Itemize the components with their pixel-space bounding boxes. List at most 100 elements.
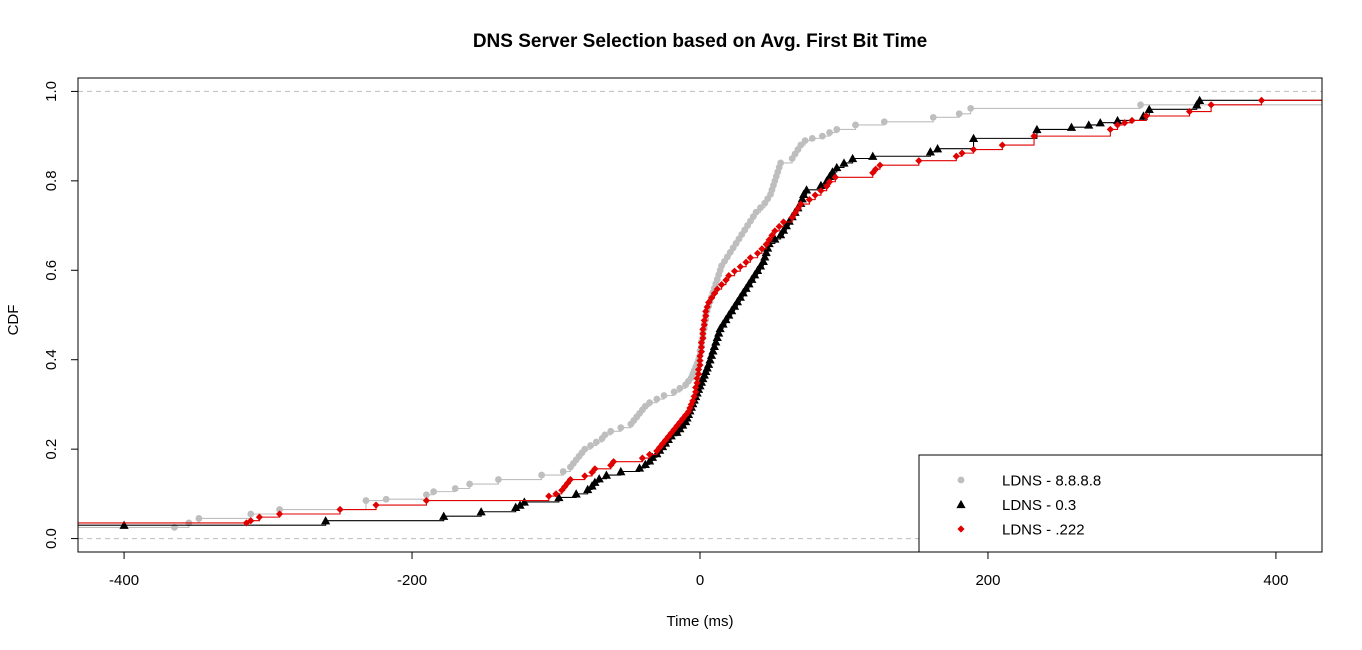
data-point xyxy=(823,182,831,190)
data-point xyxy=(925,147,935,156)
data-point xyxy=(679,415,687,423)
data-point xyxy=(690,392,698,400)
data-point xyxy=(710,289,718,298)
data-point xyxy=(708,346,718,355)
data-point xyxy=(699,334,707,342)
data-point xyxy=(423,491,430,499)
data-point xyxy=(1032,124,1042,134)
x-axis-label: Time (ms) xyxy=(667,613,734,630)
data-point xyxy=(581,472,589,480)
data-point xyxy=(646,399,654,407)
data-point xyxy=(362,497,370,504)
data-point xyxy=(801,137,809,145)
data-point xyxy=(969,145,978,154)
data-point xyxy=(699,325,707,333)
data-point xyxy=(741,283,751,292)
data-point xyxy=(758,245,766,253)
data-point xyxy=(660,392,668,399)
data-point xyxy=(752,265,763,274)
data-point xyxy=(439,511,449,520)
data-point xyxy=(824,171,835,181)
data-point xyxy=(451,485,459,492)
data-point xyxy=(755,261,766,270)
data-point xyxy=(967,105,975,112)
data-point xyxy=(736,263,744,271)
data-point xyxy=(382,495,390,503)
legend: LDNS - 8.8.8.8 LDNS - 0.3 LDNS - .222 xyxy=(918,454,1323,553)
data-point xyxy=(687,400,695,409)
data-point xyxy=(770,234,780,243)
data-point xyxy=(372,501,380,509)
data-point xyxy=(707,294,716,302)
data-point xyxy=(515,500,525,509)
data-point xyxy=(760,252,770,261)
data-point xyxy=(750,270,760,279)
data-point xyxy=(566,475,575,484)
legend-box xyxy=(918,454,1323,553)
data-point xyxy=(692,383,700,392)
data-point xyxy=(929,113,937,121)
data-point xyxy=(952,152,960,160)
y-axis-label: CDF xyxy=(5,305,22,336)
data-point xyxy=(653,395,661,403)
data-point xyxy=(670,425,678,434)
data-point xyxy=(791,209,799,217)
data-point xyxy=(746,254,754,262)
data-point xyxy=(1113,121,1122,129)
data-point xyxy=(682,411,690,419)
data-point xyxy=(799,189,809,198)
data-point xyxy=(1066,122,1077,131)
x-tick-label: 0 xyxy=(696,572,704,589)
data-point xyxy=(673,422,681,430)
data-point xyxy=(601,431,609,439)
data-point xyxy=(706,350,717,359)
series-group xyxy=(78,95,1322,531)
data-point xyxy=(545,492,553,500)
data-point xyxy=(581,445,589,453)
data-point xyxy=(735,292,745,301)
data-point xyxy=(932,144,943,153)
legend-item: LDNS - .222 xyxy=(957,522,1085,539)
data-point xyxy=(868,151,878,160)
data-point xyxy=(591,465,599,473)
data-point xyxy=(714,328,724,337)
x-tick-label: -200 xyxy=(397,572,427,589)
data-point xyxy=(594,474,604,483)
y-tick-label: 0.8 xyxy=(43,170,60,191)
data-point xyxy=(762,240,770,248)
x-tick-label: -400 xyxy=(109,572,139,589)
data-point xyxy=(538,471,546,479)
data-point xyxy=(1195,95,1205,105)
data-point xyxy=(247,517,255,525)
data-point xyxy=(592,438,600,446)
data-point xyxy=(715,323,725,333)
data-point xyxy=(712,332,722,342)
data-point xyxy=(696,352,704,360)
data-point xyxy=(848,153,858,163)
data-point xyxy=(656,443,664,451)
data-point xyxy=(808,134,816,142)
data-point xyxy=(781,220,791,230)
y-tick-label: 0.6 xyxy=(43,260,60,281)
data-point xyxy=(1084,120,1094,129)
data-point xyxy=(709,341,719,350)
data-point xyxy=(704,359,714,368)
y-tick-label: 0.2 xyxy=(43,439,60,460)
data-point xyxy=(422,496,431,505)
data-point xyxy=(747,274,757,283)
data-point xyxy=(563,479,572,487)
data-point xyxy=(495,476,502,483)
data-point xyxy=(694,370,703,378)
data-point xyxy=(1128,116,1136,125)
data-point xyxy=(554,492,564,502)
data-point xyxy=(826,129,833,136)
data-point xyxy=(771,227,779,235)
x-tick-label: 400 xyxy=(1263,572,1288,589)
data-point xyxy=(583,484,593,494)
data-point xyxy=(552,490,560,498)
data-point xyxy=(276,506,283,513)
data-point xyxy=(724,310,734,319)
data-point xyxy=(869,169,877,177)
data-point xyxy=(729,301,740,310)
data-point xyxy=(559,468,567,475)
